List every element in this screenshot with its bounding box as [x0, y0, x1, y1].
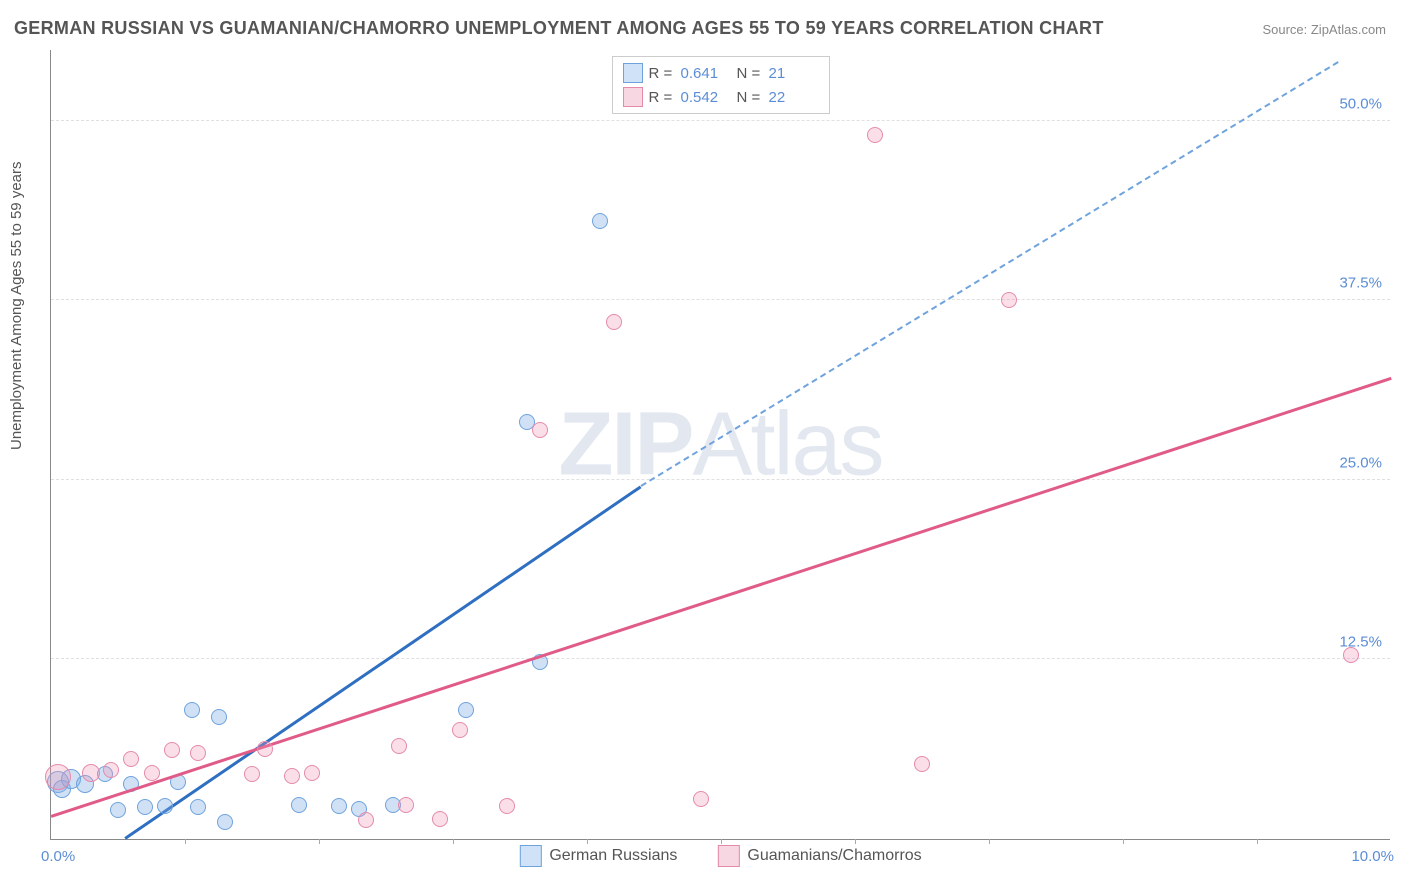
data-point	[291, 797, 307, 813]
legend-swatch	[717, 845, 739, 867]
trend-line	[51, 377, 1392, 817]
x-minor-tick	[319, 839, 320, 844]
legend-r-label: R =	[649, 89, 675, 106]
data-point	[284, 768, 300, 784]
legend-r-value: 0.641	[681, 65, 731, 82]
data-point	[606, 314, 622, 330]
data-point	[190, 799, 206, 815]
data-point	[217, 814, 233, 830]
data-point	[144, 765, 160, 781]
gridline	[51, 120, 1390, 121]
legend-r-label: R =	[649, 65, 675, 82]
data-point	[914, 756, 930, 772]
chart-title: GERMAN RUSSIAN VS GUAMANIAN/CHAMORRO UNE…	[14, 18, 1104, 39]
data-point	[244, 766, 260, 782]
legend-row: R = 0.542 N = 22	[623, 85, 819, 109]
watermark: ZIPAtlas	[558, 393, 882, 496]
data-point	[592, 213, 608, 229]
legend-n-label: N =	[737, 65, 763, 82]
data-point	[499, 798, 515, 814]
legend-item: Guamanians/Chamorros	[717, 845, 921, 867]
source-credit: Source: ZipAtlas.com	[1262, 22, 1386, 37]
legend-n-label: N =	[737, 89, 763, 106]
data-point	[110, 802, 126, 818]
x-minor-tick	[1123, 839, 1124, 844]
data-point	[1001, 292, 1017, 308]
data-point	[1343, 647, 1359, 663]
data-point	[164, 742, 180, 758]
trend-line	[124, 485, 641, 839]
x-minor-tick	[587, 839, 588, 844]
x-minor-tick	[721, 839, 722, 844]
data-point	[190, 745, 206, 761]
data-point	[123, 751, 139, 767]
x-minor-tick	[989, 839, 990, 844]
y-axis-label: Unemployment Among Ages 55 to 59 years	[8, 161, 25, 450]
y-tick-label: 50.0%	[1339, 95, 1382, 112]
series-legend: German Russians Guamanians/Chamorros	[519, 845, 921, 867]
legend-item: German Russians	[519, 845, 677, 867]
x-minor-tick	[453, 839, 454, 844]
data-point	[452, 722, 468, 738]
data-point	[137, 799, 153, 815]
chart-plot-area: ZIPAtlas R =0.641N =21R =0.542N =22 Germ…	[50, 50, 1390, 840]
legend-n-value: 22	[769, 89, 819, 106]
data-point	[458, 702, 474, 718]
x-minor-tick	[855, 839, 856, 844]
data-point	[432, 811, 448, 827]
legend-swatch	[623, 63, 643, 83]
gridline	[51, 479, 1390, 480]
y-tick-label: 37.5%	[1339, 275, 1382, 292]
gridline	[51, 299, 1390, 300]
data-point	[304, 765, 320, 781]
data-point	[257, 741, 273, 757]
x-minor-tick	[185, 839, 186, 844]
data-point	[693, 791, 709, 807]
legend-swatch	[519, 845, 541, 867]
data-point	[358, 812, 374, 828]
data-point	[532, 422, 548, 438]
data-point	[82, 764, 100, 782]
gridline	[51, 658, 1390, 659]
data-point	[391, 738, 407, 754]
data-point	[157, 798, 173, 814]
data-point	[331, 798, 347, 814]
correlation-legend: R = 0.641 N = 21 R = 0.542 N = 22	[612, 56, 830, 114]
legend-swatch	[623, 87, 643, 107]
data-point	[211, 709, 227, 725]
data-point	[867, 127, 883, 143]
legend-n-value: 21	[769, 65, 819, 82]
data-point	[184, 702, 200, 718]
data-point	[103, 762, 119, 778]
legend-series-name: Guamanians/Chamorros	[747, 847, 921, 865]
x-tick-max: 10.0%	[1351, 848, 1394, 865]
legend-row: R = 0.641 N = 21	[623, 61, 819, 85]
data-point	[45, 764, 71, 790]
legend-r-value: 0.542	[681, 89, 731, 106]
x-minor-tick	[1257, 839, 1258, 844]
x-tick-min: 0.0%	[41, 848, 75, 865]
trend-line-dashed	[640, 62, 1338, 487]
legend-series-name: German Russians	[549, 847, 677, 865]
data-point	[398, 797, 414, 813]
y-tick-label: 25.0%	[1339, 454, 1382, 471]
